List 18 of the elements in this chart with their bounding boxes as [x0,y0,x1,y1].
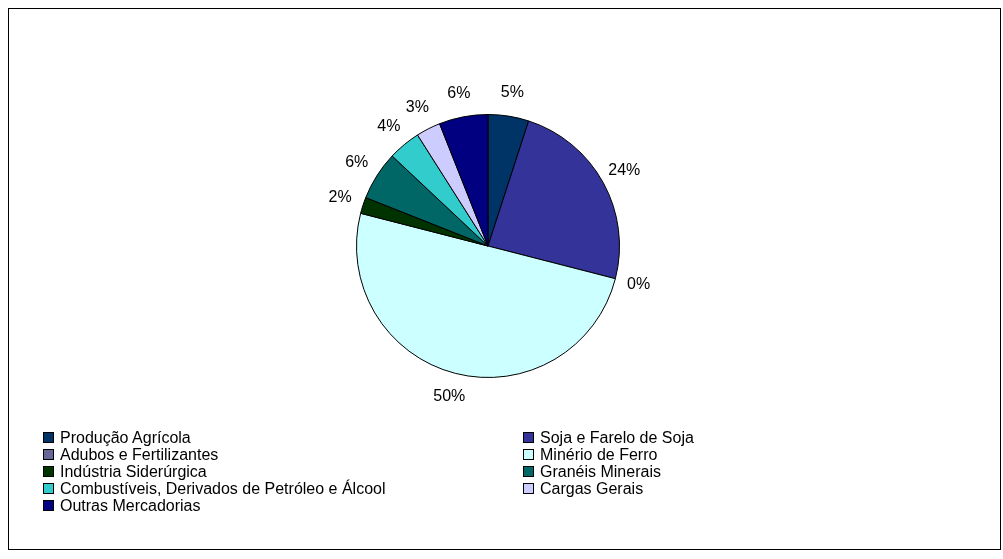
data-label: 50% [433,387,466,405]
data-label: 3% [405,97,429,115]
data-label: 6% [447,83,471,101]
text: 0% [627,275,651,293]
data-label: 4% [377,116,401,134]
legend-label: Cargas Gerais [540,480,644,497]
data-label: 2% [328,188,352,206]
legend-label: Indústria Siderúrgica [60,463,207,480]
data-label: 24% [608,161,641,179]
legend-label: Produção Agrícola [60,429,191,446]
legend-label: Combustíveis, Derivados de Petróleo e Álcool [60,480,386,497]
legend-label: Adubos e Fertilizantes [60,446,219,463]
data-label: 5% [500,82,524,100]
legend-label: Soja e Farelo de Soja [540,429,694,446]
legend-label: Outras Mercadorias [60,497,201,514]
legend-label: Granéis Minerais [540,463,661,480]
data-label: 6% [345,153,369,171]
legend-label: Minério de Ferro [540,446,658,463]
